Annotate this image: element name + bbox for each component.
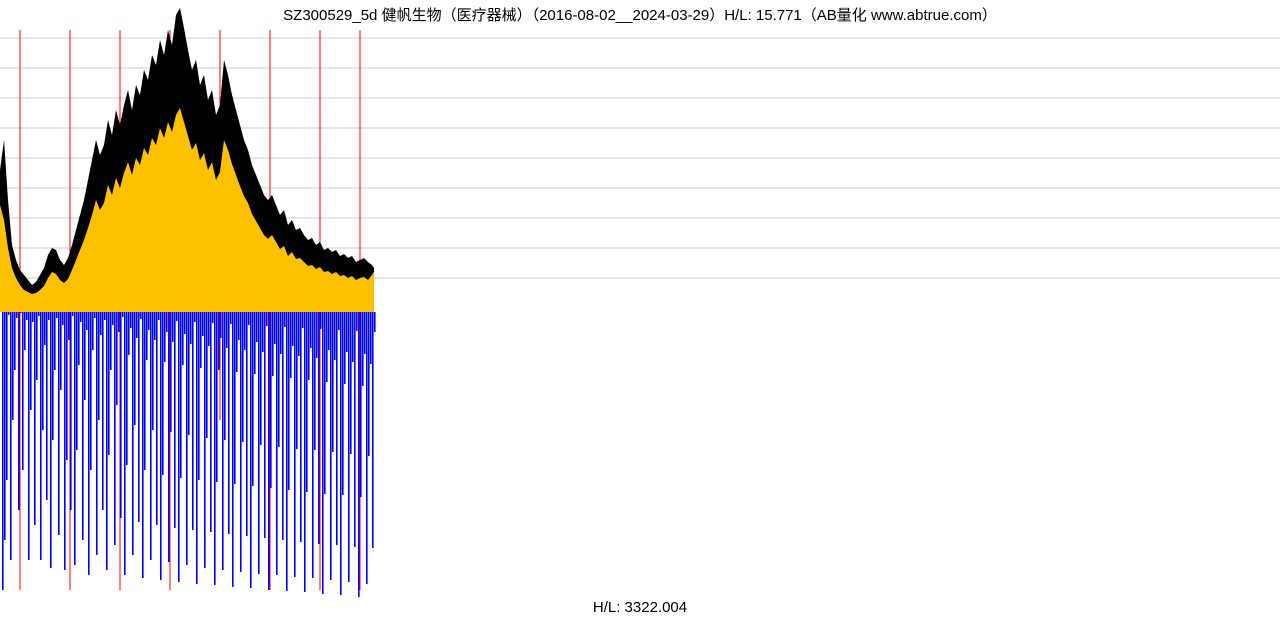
- chart-footer: H/L: 3322.004: [0, 599, 1280, 616]
- stock-chart: [0, 0, 1280, 620]
